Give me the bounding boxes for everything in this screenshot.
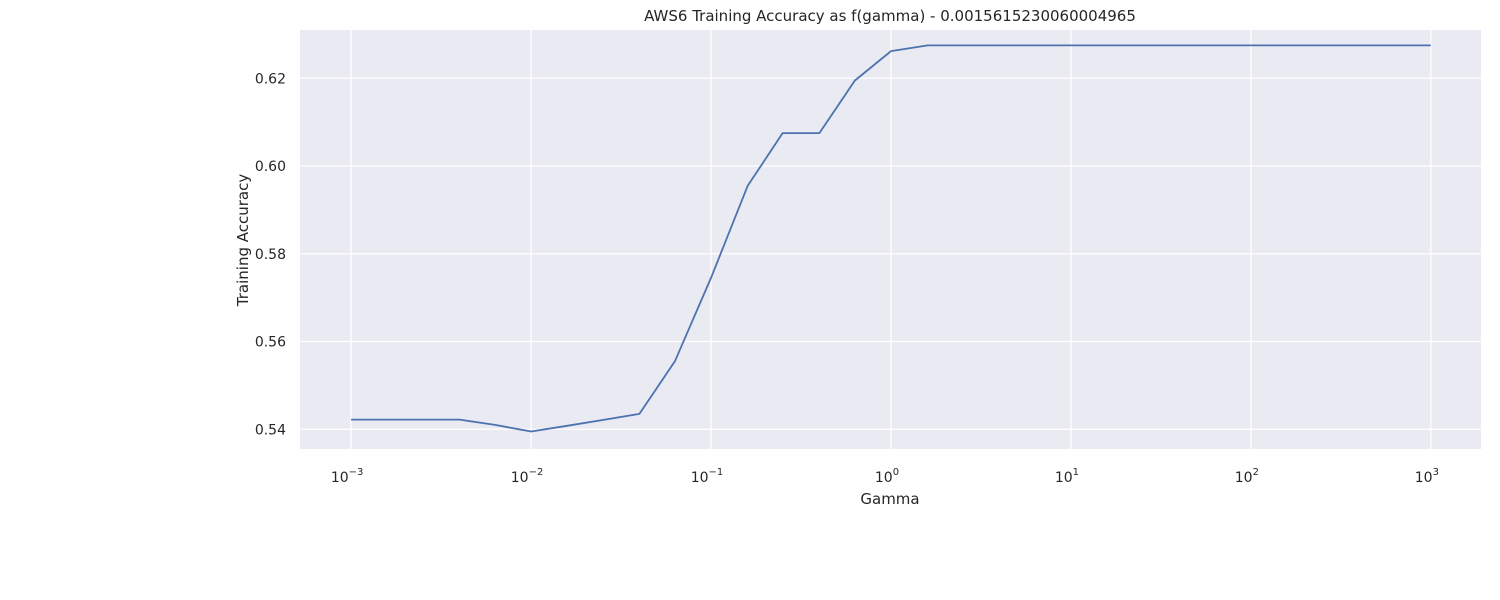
x-axis-label: Gamma [860,490,919,508]
series-layer [351,44,1431,433]
x-tick-exponent: 3 [1433,467,1439,478]
x-tick-base: 10 [1235,470,1253,486]
x-tick-base: 10 [1055,470,1073,486]
x-tick-exponent: −1 [709,467,724,478]
y-tick-labels: 0.54 0.56 0.58 0.60 0.62 [255,71,286,438]
chart-title: AWS6 Training Accuracy as f(gamma) - 0.0… [644,7,1136,25]
x-tick-exponent: −2 [529,467,544,478]
x-tick-base: 10 [875,470,893,486]
y-tick-label: 0.58 [255,247,286,263]
x-tick-exponent: −3 [349,467,364,478]
x-tick-exponent: 1 [1073,467,1079,478]
y-tick-label: 0.62 [255,71,286,87]
y-tick-label: 0.60 [255,159,286,175]
x-tick-base: 10 [331,470,349,486]
x-tick-label: 103 [1415,467,1439,486]
y-tick-label: 0.54 [255,422,286,438]
x-tick-label: 102 [1235,467,1259,486]
series-line [351,44,1431,433]
x-tick-base: 10 [511,470,529,486]
x-tick-base: 10 [691,470,709,486]
x-tick-label: 100 [875,467,899,486]
x-tick-label: 10−3 [331,467,364,486]
x-tick-label: 101 [1055,467,1079,486]
x-tick-label: 10−2 [511,467,544,486]
grid [300,30,1481,449]
x-tick-base: 10 [1415,470,1433,486]
y-axis-label: Training Accuracy [234,174,252,308]
y-tick-label: 0.56 [255,335,286,351]
x-tick-exponent: 0 [893,467,899,478]
x-tick-labels: 10−3 10−2 10−1 100 101 102 103 [331,467,1439,486]
x-tick-exponent: 2 [1253,467,1259,478]
x-tick-label: 10−1 [691,467,724,486]
